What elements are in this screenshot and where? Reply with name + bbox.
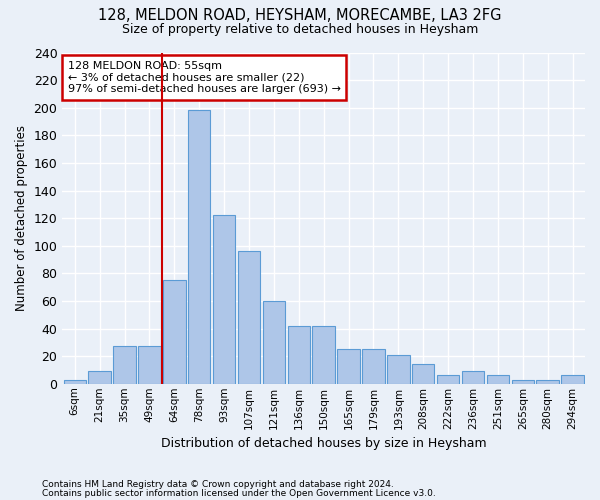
- Text: Contains public sector information licensed under the Open Government Licence v3: Contains public sector information licen…: [42, 490, 436, 498]
- Bar: [487, 376, 509, 384]
- Text: Contains HM Land Registry data © Crown copyright and database right 2024.: Contains HM Land Registry data © Crown c…: [42, 480, 394, 489]
- Bar: [512, 380, 534, 384]
- Bar: [437, 376, 460, 384]
- X-axis label: Distribution of detached houses by size in Heysham: Distribution of detached houses by size …: [161, 437, 487, 450]
- Bar: [113, 346, 136, 384]
- Bar: [536, 380, 559, 384]
- Bar: [138, 346, 161, 384]
- Text: 128 MELDON ROAD: 55sqm
← 3% of detached houses are smaller (22)
97% of semi-deta: 128 MELDON ROAD: 55sqm ← 3% of detached …: [68, 61, 341, 94]
- Bar: [387, 355, 410, 384]
- Bar: [462, 372, 484, 384]
- Bar: [64, 380, 86, 384]
- Bar: [263, 301, 285, 384]
- Text: 128, MELDON ROAD, HEYSHAM, MORECAMBE, LA3 2FG: 128, MELDON ROAD, HEYSHAM, MORECAMBE, LA…: [98, 8, 502, 22]
- Text: Size of property relative to detached houses in Heysham: Size of property relative to detached ho…: [122, 22, 478, 36]
- Bar: [287, 326, 310, 384]
- Bar: [163, 280, 185, 384]
- Bar: [313, 326, 335, 384]
- Bar: [412, 364, 434, 384]
- Bar: [337, 350, 360, 384]
- Bar: [562, 376, 584, 384]
- Bar: [88, 372, 111, 384]
- Bar: [213, 216, 235, 384]
- Bar: [238, 252, 260, 384]
- Bar: [362, 350, 385, 384]
- Y-axis label: Number of detached properties: Number of detached properties: [15, 125, 28, 311]
- Bar: [188, 110, 211, 384]
